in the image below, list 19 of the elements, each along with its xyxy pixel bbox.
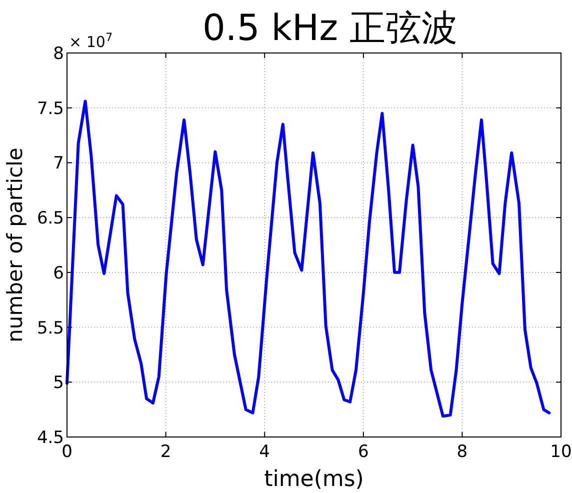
x-tick-label: 4 — [259, 442, 270, 462]
line-series — [66, 100, 551, 418]
chart-title: 0.5 kHz 正弦波 — [202, 8, 458, 49]
x-tick-label: 6 — [358, 442, 369, 462]
x-tick-label: 0 — [62, 442, 72, 462]
y-tick-label: 4.5 — [36, 428, 64, 448]
y-axis-title: number of particle — [3, 148, 27, 342]
y-tick-label: 5.5 — [36, 318, 64, 338]
y-tick-label: 5 — [53, 373, 64, 394]
y-tick-label: 7 — [53, 154, 64, 174]
x-tick-label: 8 — [456, 442, 468, 462]
y-tick-label: 7.5 — [36, 98, 64, 119]
y-tick-label: 6 — [53, 263, 64, 284]
x-tick-label: 10 — [550, 442, 572, 462]
y-tick-label: 6.5 — [36, 208, 64, 229]
y-tick-label: 8 — [53, 44, 64, 64]
text: × 10$^{7}$ — [69, 30, 113, 51]
x-axis-title: time(ms) — [264, 467, 364, 492]
x-tick-label: 2 — [160, 442, 172, 462]
